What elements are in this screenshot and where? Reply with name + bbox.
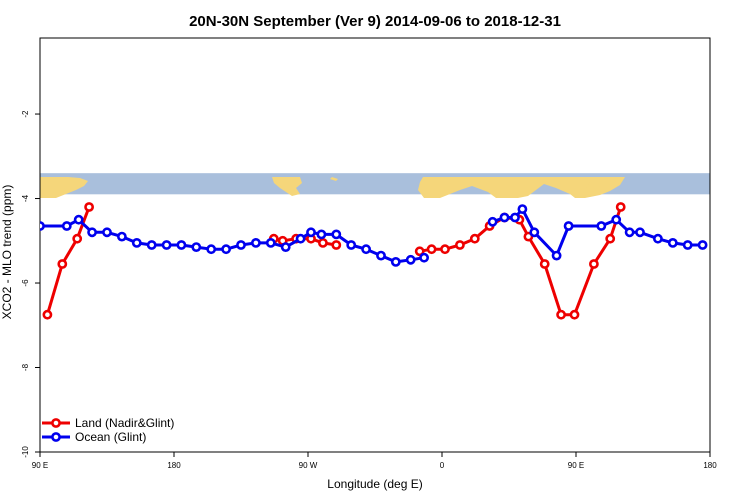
data-point (61, 221, 72, 231)
data-point (295, 233, 306, 244)
world-map-strip (40, 173, 710, 198)
y-tick-label: -8 (21, 363, 30, 371)
x-tick-label: 180 (703, 461, 717, 470)
data-point (469, 233, 480, 244)
data-point (605, 233, 616, 244)
data-point (529, 227, 540, 238)
plot-frame (39, 37, 711, 453)
data-point (72, 233, 83, 244)
map-land (40, 177, 625, 198)
data-point (563, 221, 574, 231)
data-point (510, 212, 520, 223)
data-point (569, 309, 580, 320)
x-tick-label: 0 (440, 461, 445, 470)
data-point (426, 244, 437, 255)
data-point (682, 240, 693, 250)
data-point (306, 227, 316, 238)
legend-label: Ocean (Glint) (75, 430, 146, 444)
data-point (146, 240, 157, 250)
data-point (551, 250, 562, 261)
y-tick-label: -4 (21, 194, 30, 202)
data-point (653, 233, 663, 244)
x-axis: 90 E 180 90 W 0 90 E 180 (32, 452, 717, 470)
series-ocean (40, 204, 708, 267)
legend-label: Land (Nadir&Glint) (75, 416, 174, 430)
data-point (73, 214, 84, 225)
data-point (556, 309, 566, 320)
legend: Land (Nadir&Glint)Ocean (Glint) (42, 416, 174, 444)
data-point (697, 240, 708, 250)
data-point (517, 204, 528, 214)
chart-title: 20N-30N September (Ver 9) 2014-09-06 to … (189, 13, 561, 30)
data-point (221, 244, 231, 255)
data-point (596, 221, 607, 231)
data-point (539, 259, 550, 269)
series-line (492, 207, 703, 258)
data-point (102, 227, 112, 238)
data-point (117, 231, 127, 242)
y-axis: -2 -4 -6 -8 -10 (21, 110, 40, 458)
data-point (487, 216, 498, 227)
data-point (176, 240, 187, 250)
data-point (376, 250, 386, 261)
data-point (331, 240, 342, 250)
x-tick-label: 90 W (299, 461, 318, 470)
x-axis-label: Longitude (deg E) (327, 477, 422, 491)
data-point (611, 214, 622, 225)
y-tick-label: -10 (21, 446, 30, 458)
data-point (390, 256, 401, 267)
y-tick-label: -6 (21, 279, 30, 287)
data-point (635, 227, 645, 238)
data-point (316, 229, 327, 240)
y-axis-label: XCO2 - MLO trend (ppm) (0, 185, 14, 320)
data-point (40, 221, 45, 231)
data-point (84, 202, 94, 212)
y-tick-label: -2 (21, 110, 30, 118)
data-point (331, 229, 342, 240)
data-point (667, 237, 678, 248)
x-tick-label: 90 E (32, 461, 48, 470)
legend-swatch-marker (51, 418, 61, 428)
data-point (57, 259, 68, 269)
x-tick-label: 90 E (568, 461, 584, 470)
data-point (161, 240, 172, 250)
data-point (206, 244, 217, 255)
data-point (317, 237, 328, 248)
data-point (589, 259, 599, 269)
data-point (191, 242, 202, 252)
data-point (265, 237, 276, 248)
data-point (624, 227, 635, 238)
series-land (42, 202, 626, 320)
data-point (499, 212, 510, 223)
data-point (440, 244, 450, 255)
data-point (615, 202, 626, 212)
data-point (236, 240, 246, 250)
data-point (454, 240, 465, 250)
data-point (419, 252, 429, 263)
legend-swatch-marker (51, 432, 61, 442)
x-tick-label: 180 (167, 461, 181, 470)
data-point (414, 246, 425, 257)
data-point (280, 242, 291, 252)
data-point (42, 309, 53, 320)
data-point (405, 254, 416, 265)
series-layer (40, 202, 708, 320)
series-line (40, 218, 425, 264)
data-point (361, 244, 371, 255)
data-point (87, 227, 97, 238)
data-point (346, 240, 357, 250)
data-point (131, 237, 142, 248)
data-point (250, 237, 261, 248)
